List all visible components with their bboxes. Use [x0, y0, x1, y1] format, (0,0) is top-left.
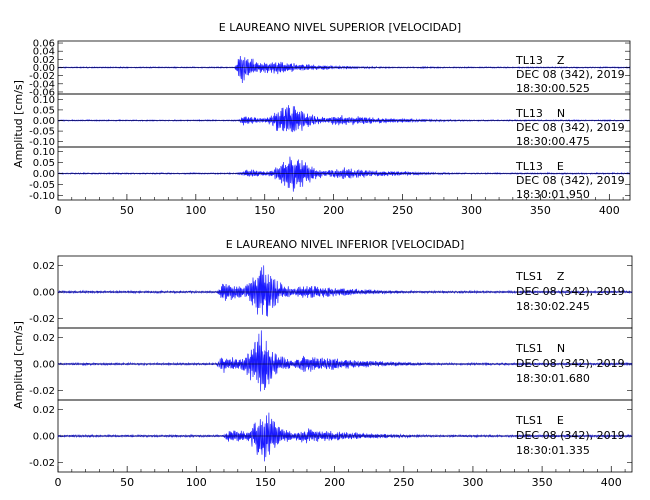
- upper-trace-n-y-tick-label: 0.05: [33, 105, 55, 116]
- lower-x-tick-label: 50: [120, 476, 134, 489]
- upper-trace-n-station-code: TL13: [515, 107, 543, 120]
- upper-x-tick-label: 50: [120, 204, 134, 217]
- upper-trace-n-date: DEC 08 (342), 2019: [516, 121, 625, 134]
- upper-trace-z-component: Z: [557, 54, 565, 67]
- lower-trace-e-y-tick-label: 0.02: [33, 405, 55, 416]
- upper-x-tick-label: 100: [185, 204, 206, 217]
- upper-trace-z-y-tick-label: -0.04: [29, 79, 55, 90]
- lower-trace-n-y-tick-label: 0.02: [33, 333, 55, 344]
- lower-trace-z-date: DEC 08 (342), 2019: [516, 285, 625, 298]
- upper-x-tick-label: 350: [530, 204, 551, 217]
- lower-trace-n: 0.02 0.00 -0.02 TLS1 N DEC 08 (342), 2019 1…: [29, 327, 633, 401]
- lower-trace-n-y-tick-label: 0.00: [33, 360, 55, 371]
- upper-trace-e-component: E: [557, 160, 564, 173]
- upper-x-tick-label: 250: [392, 204, 413, 217]
- upper-trace-z-y-tick-label: 0.06: [33, 39, 55, 50]
- lower-trace-e: 0.02 0.00 -0.02 TLS1 E DEC 08 (342), 2019 1…: [29, 399, 633, 473]
- upper-trace-z-date: DEC 08 (342), 2019: [516, 68, 625, 81]
- upper-trace-z-y-tick-label: 0.02: [33, 55, 55, 66]
- lower-x-tick-label: 300: [462, 476, 483, 489]
- lower-x-tick-label: 250: [393, 476, 414, 489]
- lower-x-tick-label: 100: [186, 476, 207, 489]
- upper-trace-z-time: 18:30:00.525: [516, 82, 590, 95]
- lower-trace-n-y-tick-label: -0.02: [29, 386, 55, 397]
- lower-x-axis: 0 50 100 150 200 250 300 350 400: [55, 466, 626, 489]
- upper-trace-n-y-tick-label: 0.10: [33, 95, 55, 106]
- lower-panel: E LAUREANO NIVEL INFERIOR [VELOCIDAD] Am…: [12, 238, 633, 489]
- upper-trace-n-y-ticks: 0.100.050.00-0.05-0.10: [29, 95, 630, 148]
- lower-trace-e-time: 18:30:01.335: [516, 444, 590, 457]
- upper-trace-z-y-tick-label: -0.06: [29, 87, 55, 98]
- lower-trace-n-date: DEC 08 (342), 2019: [516, 357, 625, 370]
- lower-trace-e-station-code: TLS1: [515, 414, 543, 427]
- lower-trace-z: 0.02 0.00 -0.02 TLS1 Z DEC 08 (342), 2019 1…: [29, 255, 633, 329]
- upper-x-tick-label: 400: [599, 204, 620, 217]
- upper-trace-z: 0.060.040.020.00-0.02-0.04-0.06 TL13 Z DE…: [29, 39, 631, 98]
- upper-trace-n: 0.100.050.00-0.05-0.10 TL13 N DEC 08 (342…: [29, 93, 631, 148]
- upper-x-tick-label: 0: [55, 204, 62, 217]
- upper-trace-e-y-tick-label: 0.00: [33, 169, 55, 180]
- upper-trace-n-component: N: [557, 107, 565, 120]
- upper-trace-z-y-tick-label: 0.04: [33, 47, 55, 58]
- upper-x-tick-label: 200: [323, 204, 344, 217]
- lower-y-axis-label: Amplitud [cm/s]: [12, 321, 25, 409]
- upper-trace-e-date: DEC 08 (342), 2019: [516, 174, 625, 187]
- upper-panel-title: E LAUREANO NIVEL SUPERIOR [VELOCIDAD]: [219, 21, 461, 34]
- lower-trace-e-waveform: [57, 412, 633, 462]
- lower-trace-z-y-tick-label: -0.02: [29, 314, 55, 325]
- lower-trace-n-component: N: [557, 342, 565, 355]
- lower-trace-e-date: DEC 08 (342), 2019: [516, 429, 625, 442]
- lower-trace-z-component: Z: [557, 270, 565, 283]
- upper-trace-z-station-code: TL13: [515, 54, 543, 67]
- upper-trace-z-y-tick-label: -0.02: [29, 71, 55, 82]
- lower-trace-n-time: 18:30:01.680: [516, 372, 590, 385]
- upper-trace-e-station-code: TL13: [515, 160, 543, 173]
- lower-x-tick-label: 150: [255, 476, 276, 489]
- lower-x-tick-label: 200: [324, 476, 345, 489]
- upper-trace-n-station: TL13 N: [515, 107, 565, 120]
- upper-trace-n-y-tick-label: 0.00: [33, 116, 55, 127]
- upper-trace-n-time: 18:30:00.475: [516, 135, 590, 148]
- lower-trace-n-waveform: [57, 330, 633, 392]
- lower-trace-z-station-code: TLS1: [515, 270, 543, 283]
- upper-x-axis: 0 50 100 150 200 250 300 350 400: [55, 194, 624, 217]
- upper-trace-e-y-tick-label: 0.10: [33, 147, 55, 158]
- lower-trace-z-station: TLS1 Z: [515, 270, 565, 283]
- upper-trace-e-y-tick-label: -0.05: [29, 180, 55, 191]
- lower-trace-e-component: E: [557, 414, 564, 427]
- upper-panel: E LAUREANO NIVEL SUPERIOR [VELOCIDAD] Am…: [12, 21, 631, 217]
- lower-trace-z-time: 18:30:02.245: [516, 300, 590, 313]
- lower-trace-e-y-tick-label: 0.00: [33, 432, 55, 443]
- upper-trace-n-y-tick-label: -0.10: [29, 137, 55, 148]
- upper-y-axis-label: Amplitud [cm/s]: [12, 80, 25, 168]
- lower-trace-z-y-tick-label: 0.02: [33, 261, 55, 272]
- upper-trace-e-y-tick-label: -0.10: [29, 191, 55, 202]
- upper-trace-e-y-tick-label: 0.05: [33, 158, 55, 169]
- lower-trace-n-station: TLS1 N: [515, 342, 565, 355]
- upper-trace-z-y-tick-label: 0.00: [33, 63, 55, 74]
- lower-x-tick-label: 350: [532, 476, 553, 489]
- upper-x-tick-label: 300: [461, 204, 482, 217]
- lower-trace-z-y-tick-label: 0.00: [33, 288, 55, 299]
- lower-trace-e-y-tick-label: -0.02: [29, 458, 55, 469]
- upper-trace-z-station: TL13 Z: [515, 54, 565, 67]
- lower-trace-e-station: TLS1 E: [515, 414, 564, 427]
- upper-trace-e-station: TL13 E: [515, 160, 564, 173]
- upper-trace-n-y-tick-label: -0.05: [29, 127, 55, 138]
- upper-trace-e: 0.100.050.00-0.05-0.10 TL13 E DEC 08 (342…: [29, 146, 631, 202]
- lower-panel-title: E LAUREANO NIVEL INFERIOR [VELOCIDAD]: [226, 238, 465, 251]
- upper-trace-e-y-ticks: 0.100.050.00-0.05-0.10: [29, 147, 630, 202]
- lower-x-tick-label: 400: [601, 476, 622, 489]
- lower-x-tick-label: 0: [55, 476, 62, 489]
- upper-trace-e-time: 18:30:01.950: [516, 188, 590, 201]
- lower-trace-n-station-code: TLS1: [515, 342, 543, 355]
- upper-x-tick-label: 150: [254, 204, 275, 217]
